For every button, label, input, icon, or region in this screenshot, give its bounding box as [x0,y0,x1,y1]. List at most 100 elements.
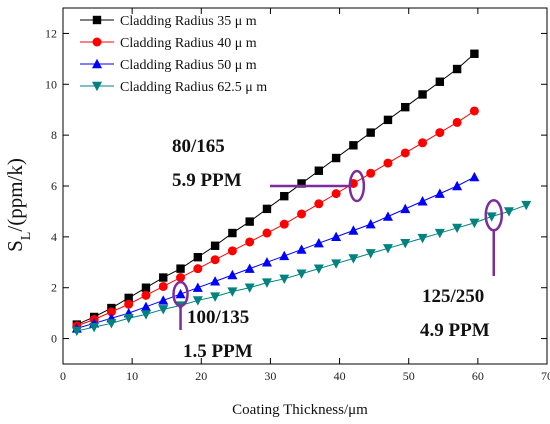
data-point [227,269,238,280]
legend-label-3: Cladding Radius 62.5 μ m [120,80,267,95]
data-point [348,254,359,264]
data-point [141,290,151,300]
data-point [210,241,220,250]
data-point [452,223,463,234]
data-point [158,295,169,305]
data-point [297,209,307,219]
y-tick-label: 0 [51,332,57,346]
data-point [418,138,428,148]
data-point [401,102,410,112]
data-point [383,158,393,168]
y-tick-label: 4 [51,230,57,244]
annotation-text-2a: 125/250 [422,286,484,307]
data-point [124,293,133,303]
data-point [365,218,376,229]
data-point [192,296,203,306]
data-point [158,305,169,315]
data-point [71,326,82,337]
data-point [193,264,203,274]
data-point [176,273,186,283]
y-tick-label: 8 [51,128,57,142]
series-3 [71,200,532,337]
data-point [521,200,532,211]
data-point [123,314,134,324]
plot-area: 0 10 20 30 40 50 60 70 0 2 4 6 8 10 12 [45,7,550,383]
series-2 [71,171,480,333]
data-point [159,273,168,282]
series-0 [72,49,479,329]
data-point [280,191,289,201]
legend-marker-3 [92,81,102,92]
data-point [417,196,428,206]
data-point [279,219,289,229]
data-point [382,211,393,221]
data-point [89,322,100,333]
data-point [124,299,134,309]
annotation-text-0b: 5.9 PPM [172,170,242,191]
series-1 [72,106,479,331]
data-point [452,64,462,74]
data-point [192,282,203,292]
x-tick-label: 0 [60,369,66,383]
data-point [434,188,445,198]
y-axis-title: SL/(ppm/k) [3,158,34,252]
series-line-2 [76,176,475,329]
y-tick-label: 12 [45,26,57,40]
data-point [141,283,151,292]
annotation-text-0a: 80/165 [172,136,225,157]
data-point [313,264,324,274]
data-point [296,269,307,279]
x-tick-label: 10 [126,369,138,383]
data-point [193,253,203,262]
data-point [106,307,116,317]
data-point [435,128,445,138]
data-point [176,264,185,273]
legend-label-1: Cladding Radius 40 μ m [120,36,257,51]
data-point [244,283,255,293]
annotation-text-1b: 1.5 PPM [183,341,253,362]
data-point [452,180,463,191]
legend-marker-2 [92,58,102,69]
data-point [314,199,324,209]
data-point [469,171,480,182]
y-axis-title-main: S [3,240,27,252]
data-point [106,319,117,329]
x-tick-label: 30 [264,369,276,383]
legend: Cladding Radius 35 μ m Cladding Radius 40… [80,14,267,95]
data-point [245,237,255,247]
data-point [400,203,411,214]
x-tick-label: 40 [334,369,346,383]
data-point [417,233,428,244]
legend-marker-0 [92,15,102,25]
data-point [314,166,324,175]
data-point [245,217,254,226]
data-point [331,231,342,242]
data-point [261,257,272,267]
y-tick-label: 2 [51,281,57,295]
data-point [140,310,151,320]
x-tick-label: 60 [472,369,484,383]
data-point [383,115,393,125]
data-point [349,141,358,150]
data-point [366,168,376,178]
x-tick-label: 20 [195,369,207,383]
data-point [210,255,220,265]
legend-marker-1 [92,37,102,47]
data-point [175,288,186,299]
x-tick-label: 70 [541,369,550,383]
data-point [313,238,324,248]
data-point [435,77,445,86]
x-tick-label: 50 [403,369,415,383]
data-point [452,117,462,127]
data-point [262,204,272,214]
data-point [210,292,221,302]
data-point [400,239,411,249]
data-point [365,249,376,259]
y-tick-label: 10 [45,77,57,91]
data-point [227,246,237,256]
data-point [348,225,359,235]
data-series-layer [71,49,532,337]
data-point [366,128,375,137]
data-point [244,263,255,273]
